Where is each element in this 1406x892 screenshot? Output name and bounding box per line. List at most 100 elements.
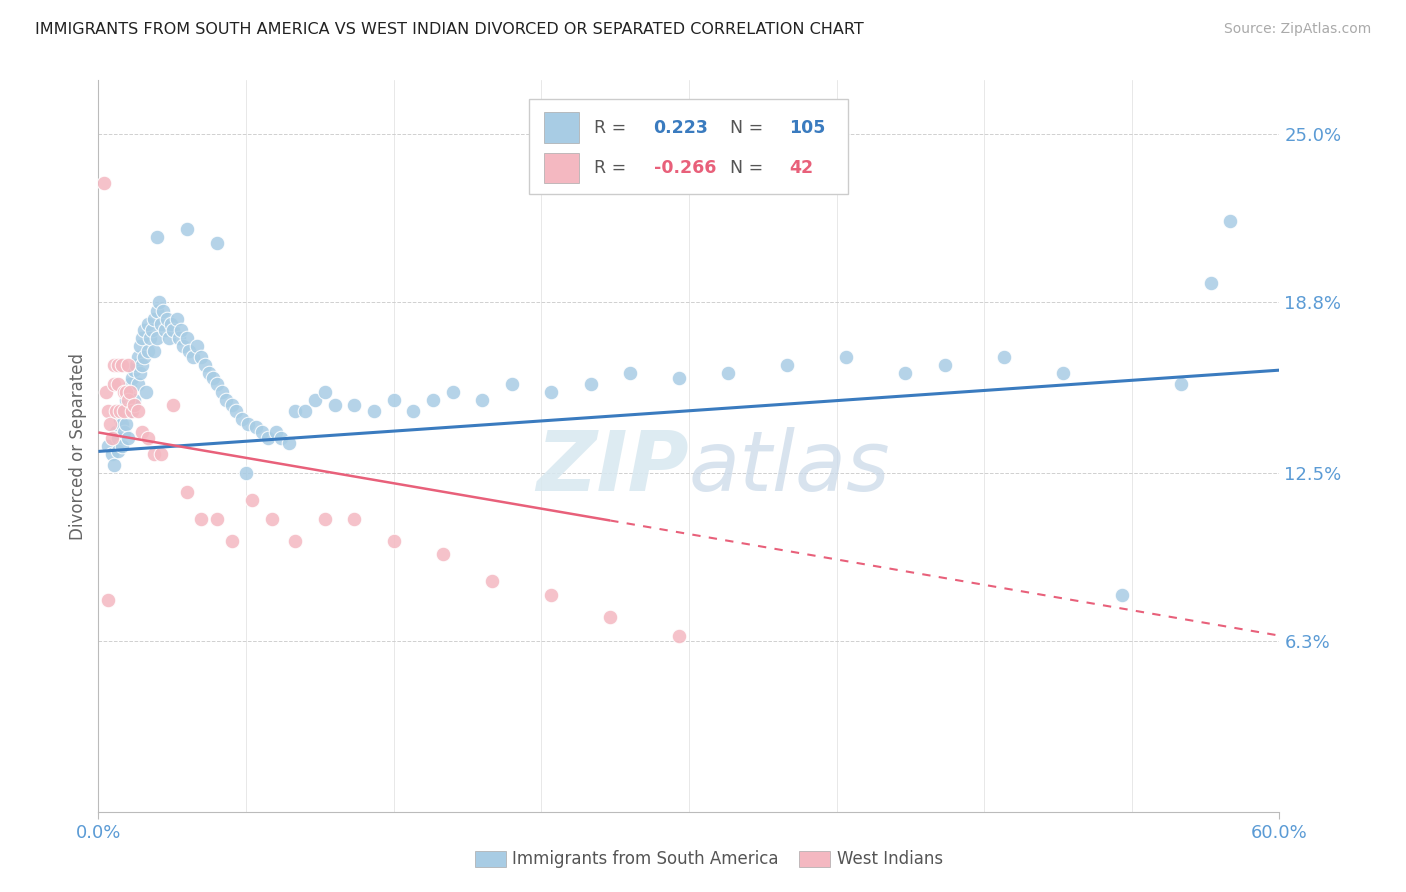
- Point: [1111, 588, 1133, 602]
- Point: [304, 392, 326, 407]
- Point: [382, 392, 405, 407]
- Point: [1219, 214, 1241, 228]
- Point: [122, 392, 145, 407]
- Point: [117, 384, 139, 399]
- Text: N =: N =: [730, 159, 769, 177]
- Point: [162, 398, 184, 412]
- Point: [97, 404, 120, 418]
- Point: [117, 392, 139, 407]
- Point: [101, 431, 124, 445]
- Point: [221, 533, 243, 548]
- Text: atlas: atlas: [689, 427, 890, 508]
- Point: [294, 404, 316, 418]
- Point: [142, 311, 165, 326]
- Point: [177, 344, 200, 359]
- Point: [150, 447, 173, 461]
- Point: [236, 417, 259, 432]
- Point: [115, 384, 138, 399]
- Point: [135, 384, 157, 399]
- Point: [142, 344, 165, 359]
- Point: [256, 431, 278, 445]
- Point: [117, 431, 139, 445]
- Point: [131, 331, 153, 345]
- FancyBboxPatch shape: [544, 153, 579, 184]
- Point: [127, 350, 149, 364]
- Point: [934, 358, 956, 372]
- Point: [162, 322, 184, 336]
- Point: [190, 512, 212, 526]
- Point: [172, 339, 194, 353]
- Point: [501, 376, 523, 391]
- Point: [240, 493, 263, 508]
- Point: [112, 404, 135, 418]
- Point: [111, 358, 134, 372]
- Point: [142, 447, 165, 461]
- Point: [176, 485, 198, 500]
- Point: [284, 533, 307, 548]
- Point: [121, 404, 143, 418]
- Point: [194, 358, 217, 372]
- Point: [132, 322, 155, 336]
- Point: [115, 417, 138, 432]
- Point: [107, 358, 129, 372]
- Point: [245, 420, 267, 434]
- Point: [128, 339, 150, 353]
- Point: [108, 404, 131, 418]
- Point: [127, 404, 149, 418]
- Point: [284, 404, 307, 418]
- Point: [112, 404, 135, 418]
- Point: [118, 376, 141, 391]
- Point: [190, 350, 212, 364]
- Point: [579, 376, 602, 391]
- Point: [121, 398, 143, 412]
- Point: [540, 384, 562, 399]
- Point: [157, 331, 180, 345]
- Point: [432, 547, 454, 561]
- Point: [118, 404, 141, 418]
- Point: [221, 398, 243, 412]
- Point: [98, 417, 121, 432]
- Point: [668, 629, 690, 643]
- Point: [107, 376, 129, 391]
- Point: [314, 512, 336, 526]
- Point: [894, 366, 917, 380]
- Point: [1052, 366, 1074, 380]
- Point: [540, 588, 562, 602]
- Point: [122, 398, 145, 412]
- Point: [121, 371, 143, 385]
- Point: [138, 331, 160, 345]
- Point: [231, 412, 253, 426]
- Point: [176, 331, 198, 345]
- Point: [93, 176, 115, 190]
- Point: [166, 311, 188, 326]
- Point: [115, 392, 138, 407]
- Point: [441, 384, 464, 399]
- Point: [197, 366, 219, 380]
- Point: [103, 376, 125, 391]
- Point: [278, 436, 301, 450]
- Text: N =: N =: [730, 119, 769, 136]
- Point: [148, 295, 170, 310]
- Point: [170, 322, 193, 336]
- Point: [97, 593, 120, 607]
- Point: [1170, 376, 1192, 391]
- Point: [314, 384, 336, 399]
- Point: [108, 412, 131, 426]
- Point: [112, 384, 135, 399]
- Point: [835, 350, 858, 364]
- Point: [181, 350, 204, 364]
- Point: [717, 366, 740, 380]
- Point: [1199, 277, 1222, 291]
- Point: [107, 431, 129, 445]
- Point: [146, 331, 169, 345]
- Point: [343, 398, 366, 412]
- Text: R =: R =: [595, 119, 633, 136]
- Point: [105, 425, 128, 440]
- Point: [97, 439, 120, 453]
- Point: [107, 444, 129, 458]
- Point: [112, 425, 135, 440]
- Text: IMMIGRANTS FROM SOUTH AMERICA VS WEST INDIAN DIVORCED OR SEPARATED CORRELATION C: IMMIGRANTS FROM SOUTH AMERICA VS WEST IN…: [35, 22, 863, 37]
- Point: [131, 358, 153, 372]
- Point: [205, 512, 228, 526]
- Point: [363, 404, 385, 418]
